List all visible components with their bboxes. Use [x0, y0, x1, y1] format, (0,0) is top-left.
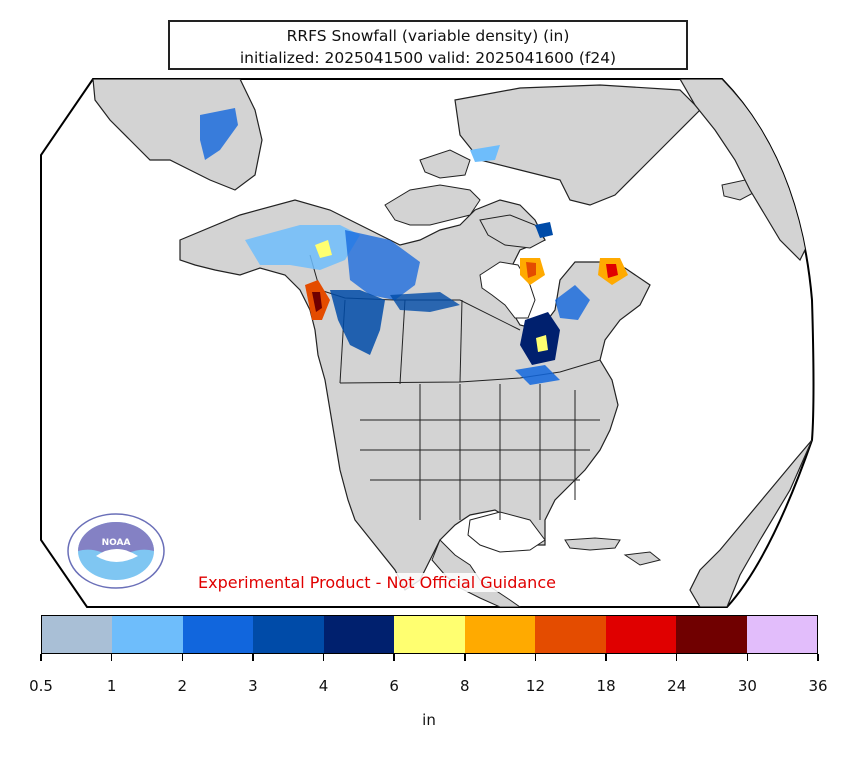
colorbar-tick [252, 654, 254, 661]
snow-prairies [390, 292, 460, 312]
snow-greenland [470, 145, 500, 162]
colorbar-tick-label: 6 [389, 677, 399, 695]
colorbar-segment [112, 616, 183, 653]
snow-baffin [535, 222, 553, 238]
colorbar-segment [605, 616, 677, 653]
snow-quebec-yellow [536, 335, 548, 352]
chart-title: RRFS Snowfall (variable density) (in) in… [168, 20, 688, 70]
colorbar-tick [817, 654, 819, 661]
colorbar-segment [464, 616, 536, 653]
snow-alaska-yellow [315, 240, 332, 258]
title-line-1: RRFS Snowfall (variable density) (in) [286, 27, 570, 45]
colorbar-tick [534, 654, 537, 661]
snow-coast-core [312, 292, 322, 312]
land-africa [689, 439, 813, 607]
colorbar-tick-label: 1 [106, 677, 117, 695]
noaa-logo-text: NOAA [102, 538, 131, 548]
colorbar-segment [535, 616, 606, 653]
colorbar-tick-label: 3 [248, 677, 258, 695]
land-north-america [179, 199, 651, 591]
colorbar-tick-label: 4 [318, 677, 329, 695]
snow-alaska [245, 225, 360, 270]
colorbar-tick-label: 0.5 [29, 677, 53, 695]
colorbar-segment [746, 616, 817, 653]
snow-quebec-outer [555, 285, 590, 320]
colorbar-tick [605, 654, 607, 661]
colorbar-segment [182, 616, 254, 653]
colorbar-tick-label: 12 [525, 677, 545, 695]
land-caribbean [564, 537, 662, 566]
colorbar-segment [253, 616, 324, 653]
arctic-islands [384, 109, 546, 249]
colorbar-label: in [422, 711, 436, 729]
colorbar-tick-label: 36 [808, 677, 828, 695]
colorbar-tick-label: 8 [460, 677, 470, 695]
land-iceland [721, 179, 756, 201]
colorbar-tick [675, 654, 678, 661]
land-greenland [454, 84, 701, 206]
snow-yukon [345, 230, 420, 300]
colorbar-tick [110, 654, 113, 661]
colorbar-tick [322, 654, 325, 661]
snow-siberia [200, 108, 238, 160]
gulf-of-mexico [467, 511, 546, 553]
title-line-2: initialized: 2025041500 valid: 202504160… [239, 49, 617, 67]
colorbar-segment [323, 616, 395, 653]
colorbar-tick-label: 30 [737, 677, 757, 695]
colorbar-segment [42, 616, 113, 653]
snow-ungava-core [526, 262, 536, 278]
colorbar-tick-label: 24 [667, 677, 687, 695]
map [40, 78, 815, 608]
colorbar-tick [393, 654, 395, 661]
snow-great-lakes [515, 365, 560, 385]
colorbar-tick [40, 654, 42, 661]
colorbar-segment [676, 616, 747, 653]
colorbar-tick-label: 2 [177, 677, 188, 695]
snowfall-overlay [200, 108, 628, 385]
colorbar-segment [394, 616, 465, 653]
snow-bc-rockies [330, 290, 385, 355]
colorbar [41, 615, 818, 654]
colorbar-tick [464, 654, 466, 661]
colorbar-tick-label: 18 [596, 677, 616, 695]
colorbar-tick [746, 654, 749, 661]
colorbar-tick [181, 654, 184, 661]
land-siberia [92, 79, 263, 191]
snow-labrador-core [606, 264, 618, 278]
noaa-logo-icon: NOAA [67, 513, 165, 589]
disclaimer-text: Experimental Product - Not Official Guid… [196, 573, 558, 592]
